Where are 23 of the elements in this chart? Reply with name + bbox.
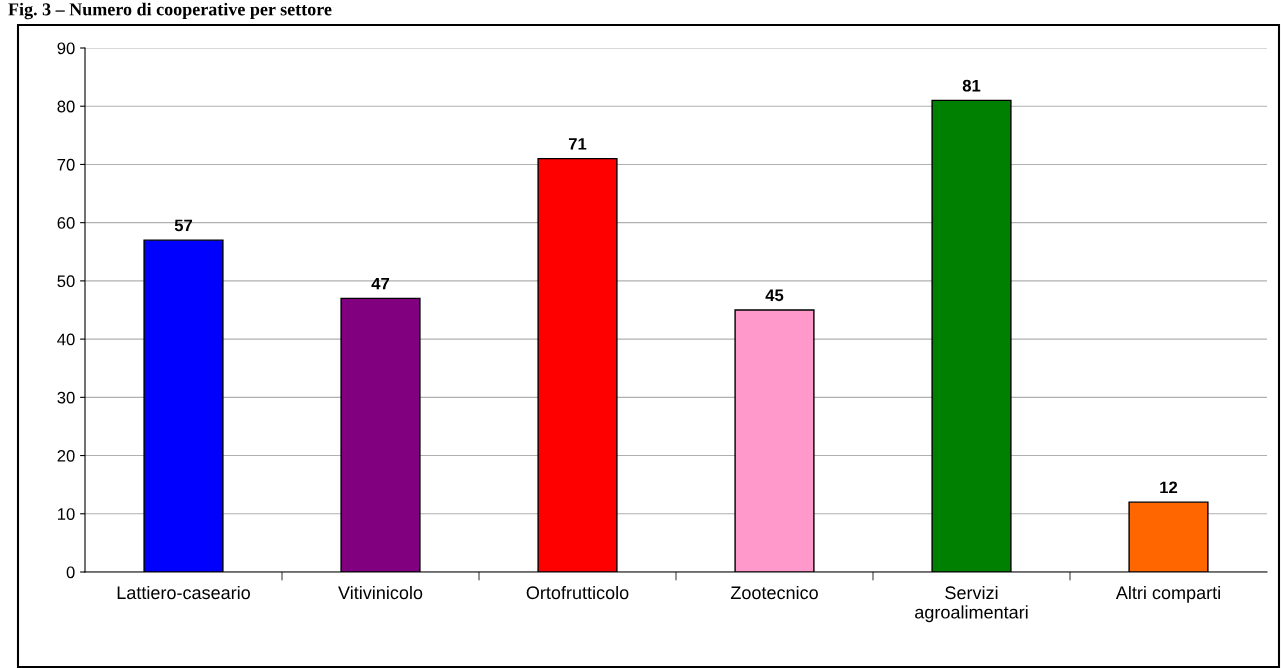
y-tick-label: 90 [57, 42, 75, 55]
x-tick-label: Servizi agroalimentari [915, 585, 1028, 623]
x-tick-label: Lattiero-caseario [117, 585, 250, 600]
data-label: 47 [371, 277, 390, 290]
y-tick-label: 30 [57, 391, 75, 404]
y-tick-label: 70 [57, 158, 75, 171]
y-tick-label: 40 [57, 333, 75, 346]
y-tick-label: 60 [57, 217, 75, 229]
y-tick-label: 50 [57, 275, 75, 288]
data-label: 71 [568, 138, 587, 150]
y-tick-label: 80 [57, 100, 75, 113]
y-tick-label: 10 [58, 508, 75, 520]
x-tick-label: Ortofrutticolo [526, 585, 629, 600]
data-label: 45 [765, 289, 784, 302]
x-tick-label: Altri comparti [1115, 585, 1220, 603]
y-tick-label: 0 [66, 566, 75, 579]
y-tick-label: 20 [57, 449, 75, 462]
x-tick-label: Zootecnico [730, 585, 818, 600]
data-label: 81 [962, 79, 981, 92]
data-label: 12 [1160, 481, 1178, 494]
x-tick-label: Vitivinicolo [338, 585, 423, 600]
data-label: 57 [174, 219, 193, 232]
chart-title: Fig. 3 – Numero di cooperative per settore [8, 2, 332, 20]
